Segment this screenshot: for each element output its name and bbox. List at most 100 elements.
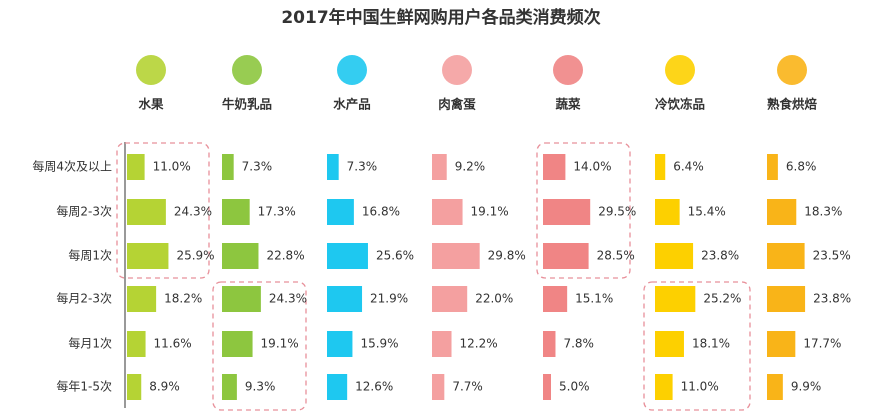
bar (127, 199, 166, 225)
row-label: 每周2-3次 (56, 204, 112, 219)
value-label: 15.4% (688, 205, 726, 219)
value-label: 22.8% (266, 249, 304, 263)
bar (543, 331, 556, 357)
value-label: 9.9% (791, 380, 822, 394)
value-label: 25.9% (176, 249, 214, 263)
bar (655, 374, 673, 400)
bar (432, 331, 452, 357)
row-label: 每月2-3次 (56, 291, 112, 306)
value-label: 24.3% (269, 292, 307, 306)
series-name: 蔬菜 (555, 97, 581, 112)
series-name: 冷饮冻品 (655, 97, 705, 112)
value-label: 14.0% (573, 160, 611, 174)
value-label: 15.1% (575, 292, 613, 306)
value-label: 18.3% (804, 205, 842, 219)
value-label: 11.6% (154, 337, 192, 351)
value-label: 24.3% (174, 205, 212, 219)
bar (222, 199, 250, 225)
bar (327, 154, 339, 180)
bar (432, 243, 480, 269)
value-label: 23.8% (701, 249, 739, 263)
value-label: 15.9% (360, 337, 398, 351)
value-label: 5.0% (559, 380, 590, 394)
bar (222, 331, 253, 357)
bar (127, 286, 157, 312)
chart-title: 2017年中国生鲜网购用户各品类消费频次 (281, 7, 600, 28)
row-label: 每周4次及以上 (32, 159, 112, 174)
bar (767, 331, 796, 357)
bar (432, 374, 445, 400)
bar (767, 199, 797, 225)
bar (222, 374, 237, 400)
bar (222, 286, 261, 312)
value-label: 19.1% (261, 337, 299, 351)
bar (655, 286, 696, 312)
highlight-box (116, 142, 210, 279)
value-label: 29.5% (598, 205, 636, 219)
value-label: 21.9% (370, 292, 408, 306)
bar (655, 154, 666, 180)
bar (767, 286, 806, 312)
value-label: 23.5% (813, 249, 851, 263)
bar (432, 286, 468, 312)
value-label: 11.0% (681, 380, 719, 394)
category-icon (232, 55, 262, 85)
value-label: 7.3% (347, 160, 378, 174)
value-label: 7.3% (242, 160, 273, 174)
highlight-box (212, 281, 307, 411)
bar (127, 331, 146, 357)
category-icon (136, 55, 166, 85)
bar (543, 154, 566, 180)
bar (127, 374, 142, 400)
bar (127, 243, 169, 269)
bar (543, 199, 591, 225)
series-name: 熟食烘焙 (767, 97, 818, 112)
bar (222, 154, 234, 180)
value-label: 23.8% (813, 292, 851, 306)
row-label: 每月1次 (68, 336, 112, 351)
value-label: 6.8% (786, 160, 817, 174)
value-label: 11.0% (153, 160, 191, 174)
bar (655, 243, 694, 269)
bar (327, 199, 354, 225)
bar (432, 154, 447, 180)
value-label: 17.7% (803, 337, 841, 351)
series-name: 肉禽蛋 (438, 97, 476, 112)
bar (767, 154, 778, 180)
value-label: 18.2% (164, 292, 202, 306)
value-label: 25.6% (376, 249, 414, 263)
bar (127, 154, 145, 180)
value-label: 12.6% (355, 380, 393, 394)
category-icon (777, 55, 807, 85)
series-name: 水产品 (333, 97, 371, 112)
value-label: 12.2% (460, 337, 498, 351)
bar (543, 243, 589, 269)
category-icon (442, 55, 472, 85)
value-label: 25.2% (703, 292, 741, 306)
bar (327, 374, 348, 400)
value-label: 29.8% (488, 249, 526, 263)
row-label: 每年1-5次 (56, 379, 112, 394)
value-label: 9.3% (245, 380, 276, 394)
bar (222, 243, 259, 269)
category-icon (553, 55, 583, 85)
highlight-box (643, 281, 751, 411)
series-name: 水果 (138, 97, 164, 112)
value-label: 7.7% (452, 380, 483, 394)
category-icon (337, 55, 367, 85)
bar (767, 243, 805, 269)
value-label: 28.5% (597, 249, 635, 263)
bar (327, 243, 368, 269)
highlight-box (536, 142, 631, 279)
value-label: 8.9% (149, 380, 180, 394)
value-label: 9.2% (455, 160, 486, 174)
bar (543, 286, 568, 312)
value-label: 18.1% (692, 337, 730, 351)
value-label: 7.8% (563, 337, 594, 351)
bar (767, 374, 783, 400)
bar (327, 331, 353, 357)
bar (432, 199, 463, 225)
value-label: 16.8% (362, 205, 400, 219)
value-label: 6.4% (673, 160, 704, 174)
